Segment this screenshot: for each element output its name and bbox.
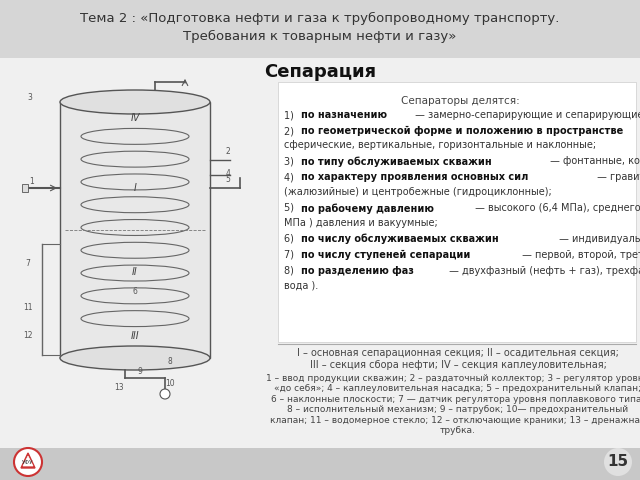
Ellipse shape: [60, 346, 210, 370]
Circle shape: [14, 448, 42, 476]
Text: 1): 1): [284, 110, 297, 120]
Text: по разделению фаз: по разделению фаз: [301, 265, 413, 276]
Text: 7): 7): [284, 250, 297, 260]
Text: сферические, вертикальные, горизонтальные и наклонные;: сферические, вертикальные, горизонтальны…: [284, 141, 596, 151]
Text: 2): 2): [284, 126, 297, 136]
Circle shape: [160, 389, 170, 399]
Text: — индивидуальные и групповые;: — индивидуальные и групповые;: [556, 233, 640, 243]
Text: — первой, второй, третьей и т. д.;: — первой, второй, третьей и т. д.;: [520, 250, 640, 260]
Text: Тема 2 : «Подготовка нефти и газа к трубопроводному транспорту.: Тема 2 : «Подготовка нефти и газа к труб…: [80, 12, 560, 24]
Text: 12: 12: [23, 332, 33, 340]
Text: 1 – ввод продукции скважин; 2 – раздаточный коллектор; 3 – регулятор уровня
«до : 1 – ввод продукции скважин; 2 – раздаточ…: [266, 374, 640, 435]
Text: 9: 9: [138, 368, 143, 376]
Text: — двухфазный (нефть + газ), трехфазный (нефть + газ+: — двухфазный (нефть + газ), трехфазный (…: [447, 265, 640, 276]
Text: УФУ: УФУ: [22, 459, 34, 465]
Text: II: II: [132, 267, 138, 277]
Text: вода ).: вода ).: [284, 280, 318, 290]
Polygon shape: [23, 456, 33, 466]
Text: 4: 4: [225, 169, 230, 179]
Text: IV: IV: [131, 113, 140, 123]
Text: 5: 5: [225, 176, 230, 184]
Text: 6): 6): [284, 233, 297, 243]
Text: 13: 13: [114, 384, 124, 393]
Text: 8): 8): [284, 265, 297, 276]
Bar: [0, 0, 640, 58]
Text: 7: 7: [26, 259, 31, 267]
Bar: [278, 82, 636, 342]
Text: по числу ступеней сепарации: по числу ступеней сепарации: [301, 250, 470, 260]
Text: Сепараторы делятся:: Сепараторы делятся:: [401, 96, 520, 106]
Text: 8: 8: [168, 358, 172, 367]
Text: Требования к товарным нефти и газу»: Требования к товарным нефти и газу»: [183, 29, 457, 43]
Text: — гравитационные, инерционные: — гравитационные, инерционные: [594, 172, 640, 182]
Text: 11: 11: [23, 303, 33, 312]
Text: 15: 15: [607, 455, 628, 469]
Text: — высокого (6,4 МПа), среднего (2,5 МПа), низкого (0,6: — высокого (6,4 МПа), среднего (2,5 МПа)…: [472, 203, 640, 213]
Text: по геометрической форме и положению в пространстве: по геометрической форме и положению в пр…: [301, 126, 623, 136]
Text: III: III: [131, 331, 140, 341]
Text: по назначению: по назначению: [301, 110, 387, 120]
Text: 3): 3): [284, 156, 297, 167]
Text: по характеру проявления основных сил: по характеру проявления основных сил: [301, 172, 528, 182]
Bar: [5, 82, 275, 442]
Text: I: I: [134, 183, 136, 193]
Circle shape: [604, 448, 632, 476]
Bar: [22, 184, 28, 192]
Text: 2: 2: [226, 146, 230, 156]
Text: — фонтанные, компрессорные тс насосные;: — фонтанные, компрессорные тс насосные;: [547, 156, 640, 167]
Text: — замерно-сепарирующие и сепарирующие;: — замерно-сепарирующие и сепарирующие;: [412, 110, 640, 120]
Text: 6: 6: [132, 287, 138, 296]
Text: 4): 4): [284, 172, 297, 182]
Ellipse shape: [60, 90, 210, 114]
Text: по числу обслуживаемых скважин: по числу обслуживаемых скважин: [301, 233, 499, 244]
Bar: [0, 58, 640, 448]
Text: I – основная сепарационная секция; II – осадительная секция;
III – секция сбора : I – основная сепарационная секция; II – …: [297, 348, 619, 370]
Text: (жалюзийные) и центробежные (гидроциклонные);: (жалюзийные) и центробежные (гидроциклон…: [284, 187, 552, 197]
Text: Сепарация: Сепарация: [264, 63, 376, 81]
Bar: [0, 448, 640, 480]
Text: МПа ) давления и вакуумные;: МПа ) давления и вакуумные;: [284, 217, 438, 228]
Text: по рабочему давлению: по рабочему давлению: [301, 203, 434, 214]
Bar: [60, 102, 210, 358]
Text: по типу обслуживаемых скважин: по типу обслуживаемых скважин: [301, 156, 492, 167]
Text: 5): 5): [284, 203, 297, 213]
Polygon shape: [21, 453, 35, 468]
Text: 3: 3: [28, 94, 33, 103]
Text: 1: 1: [29, 178, 35, 187]
Text: 10: 10: [165, 380, 175, 388]
